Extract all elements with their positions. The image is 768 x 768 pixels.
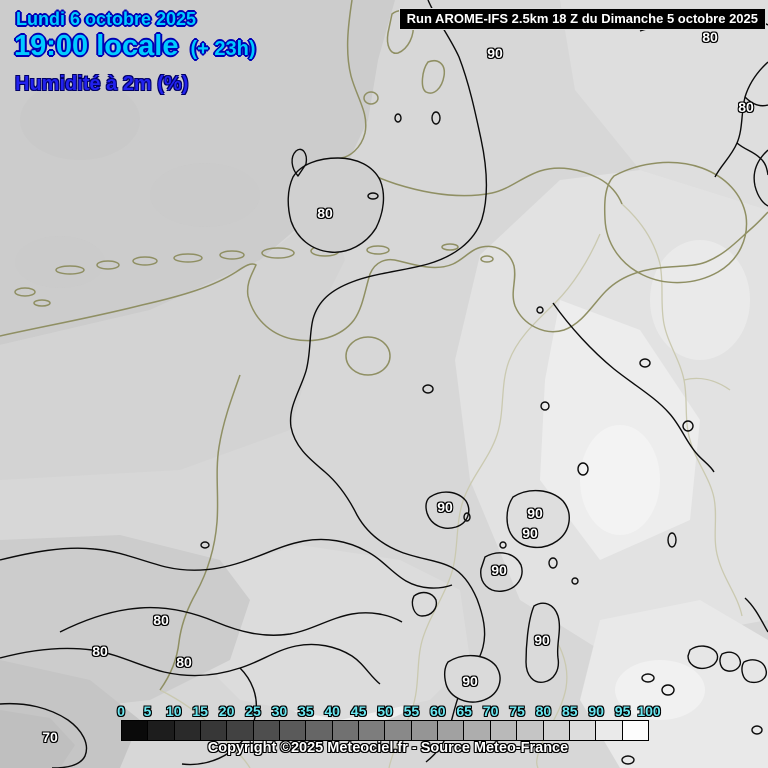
- contour-label-70: 70: [42, 729, 58, 745]
- time-label: 19:00 locale (+ 23h): [14, 32, 255, 61]
- contour-label-90: 90: [462, 673, 478, 689]
- contour-label-80: 80: [176, 654, 192, 670]
- scale-tick-label: 15: [192, 703, 208, 719]
- scale-tick-label: 85: [562, 703, 578, 719]
- contour-label-90: 90: [522, 525, 538, 541]
- scale-cell: [543, 721, 570, 740]
- local-time: 19:00 locale: [14, 30, 179, 62]
- contour-label-90: 90: [437, 499, 453, 515]
- contour-label-80: 80: [92, 643, 108, 659]
- scale-cell: [359, 721, 386, 740]
- scale-labels: 0 5 10 15 20 25 30 35 40 45 50 55 60 65 70 75 80 85 90 95 10…: [0, 703, 768, 719]
- scale-tick-label: 65: [456, 703, 472, 719]
- scale-tick-label: 80: [535, 703, 552, 719]
- scale-tick-label: 50: [377, 703, 393, 719]
- scale-cell: [227, 721, 254, 740]
- scale-cell: [306, 721, 333, 740]
- scale-tick-label: 90: [588, 703, 604, 719]
- scale-cell: [411, 721, 439, 740]
- scale-cell: [438, 721, 465, 740]
- contour-label-80: 80: [738, 99, 754, 115]
- scale-tick-label: 95: [614, 703, 631, 719]
- date-label: Lundi 6 octobre 2025: [16, 9, 197, 29]
- contour-label-90: 90: [527, 505, 543, 521]
- scale-tick-label: 60: [430, 703, 446, 719]
- contour-label-80: 80: [153, 612, 169, 628]
- run-info-box: Run AROME-IFS 2.5km 18 Z du Dimanche 5 o…: [398, 8, 766, 30]
- scale-tick-label: 75: [509, 703, 525, 719]
- contour-label-90: 90: [487, 45, 503, 61]
- copyright-label: Copyright ©2025 Meteociel.fr - Source Me…: [207, 740, 569, 756]
- scale-bar: [121, 720, 649, 741]
- scale-tick-label: 25: [245, 703, 261, 719]
- scale-tick-label: 0: [117, 703, 125, 719]
- scale-cell: [332, 721, 360, 740]
- scale-tick-label: 55: [403, 703, 420, 719]
- contour-label-90: 90: [491, 562, 507, 578]
- scale-tick-label: 5: [143, 703, 152, 719]
- scale-tick-label: 20: [218, 703, 235, 719]
- scale-tick-label: 40: [324, 703, 340, 719]
- scale-tick-label: 45: [350, 703, 367, 719]
- scale-cell: [201, 721, 228, 740]
- scale-tick-label: 70: [482, 703, 499, 719]
- scale-cell: [622, 721, 648, 740]
- contour-label-90: 90: [534, 632, 550, 648]
- scale-tick-label: 10: [166, 703, 182, 719]
- scale-cell: [174, 721, 202, 740]
- scale-cell: [596, 721, 623, 740]
- scale-cell: [148, 721, 175, 740]
- scale-tick-label: 35: [298, 703, 314, 719]
- variable-label: Humidité à 2m (%): [15, 73, 189, 95]
- forecast-offset: (+ 23h): [190, 38, 256, 60]
- scale-tick-label: 30: [271, 703, 288, 719]
- contour-label-80: 80: [317, 205, 333, 221]
- scale-cell: [122, 721, 149, 740]
- scale-cell: [464, 721, 491, 740]
- scale-cell: [280, 721, 307, 740]
- scale-cell: [490, 721, 518, 740]
- scale-cell: [385, 721, 412, 740]
- scale-cell: [517, 721, 544, 740]
- scale-cell: [253, 721, 281, 740]
- scale-tick-label: 100: [637, 703, 661, 719]
- contour-label-80: 80: [702, 29, 718, 45]
- scale-cell: [569, 721, 597, 740]
